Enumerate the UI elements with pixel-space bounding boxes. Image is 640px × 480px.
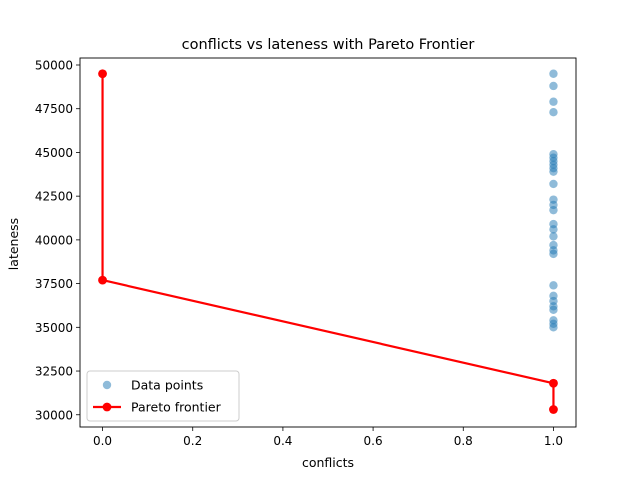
data-point [549,249,558,259]
x-tick-label: 0.6 [364,434,383,448]
y-tick-label: 37500 [35,277,73,291]
pareto-frontier-line [101,73,555,410]
legend-marker-data-points [102,380,112,390]
y-tick-label: 45000 [35,146,73,160]
y-tick-label: 47500 [35,102,73,116]
legend-box [86,370,240,422]
x-axis-label: conflicts [302,455,354,470]
y-tick-label: 32500 [35,365,73,379]
y-tick-label: 30000 [35,408,73,422]
data-point [549,205,558,215]
y-tick-label: 40000 [35,233,73,247]
chart-title: conflicts vs lateness with Pareto Fronti… [182,37,475,53]
data-point [549,232,558,241]
legend-label: Data points [131,378,203,393]
data-point [549,305,558,315]
y-tick-label: 50000 [35,58,73,72]
x-tick-label: 1.0 [544,434,563,448]
y-axis-label: lateness [6,218,21,270]
data-point [549,281,558,290]
pareto-frontier-point [98,69,107,79]
plot-area: 0.0 0.2 0.4 0.6 0.8 1.0 30000 32500 35000 37500 40… [35,57,577,448]
data-point [549,81,558,91]
data-point [549,167,558,176]
pareto-frontier-point [549,378,558,388]
data-point [549,179,558,189]
legend-label: Pareto frontier [131,400,222,415]
legend-marker-pareto-frontier [102,402,112,412]
data-point [549,108,558,117]
data-point [549,97,558,106]
axes-frame [79,57,577,428]
x-tick-label: 0.0 [93,434,112,448]
legend: Data points Pareto frontier [86,370,240,422]
x-tick-label: 0.4 [273,434,292,448]
pareto-frontier-point [98,275,107,285]
y-tick-label: 35000 [35,321,73,335]
data-point [549,323,558,332]
x-tick-label: 0.2 [183,434,202,448]
x-tick-label: 0.8 [454,434,473,448]
y-tick-label: 42500 [35,190,73,204]
data-point [549,69,558,78]
pareto-frontier-point [549,405,558,414]
data-point [549,225,558,234]
